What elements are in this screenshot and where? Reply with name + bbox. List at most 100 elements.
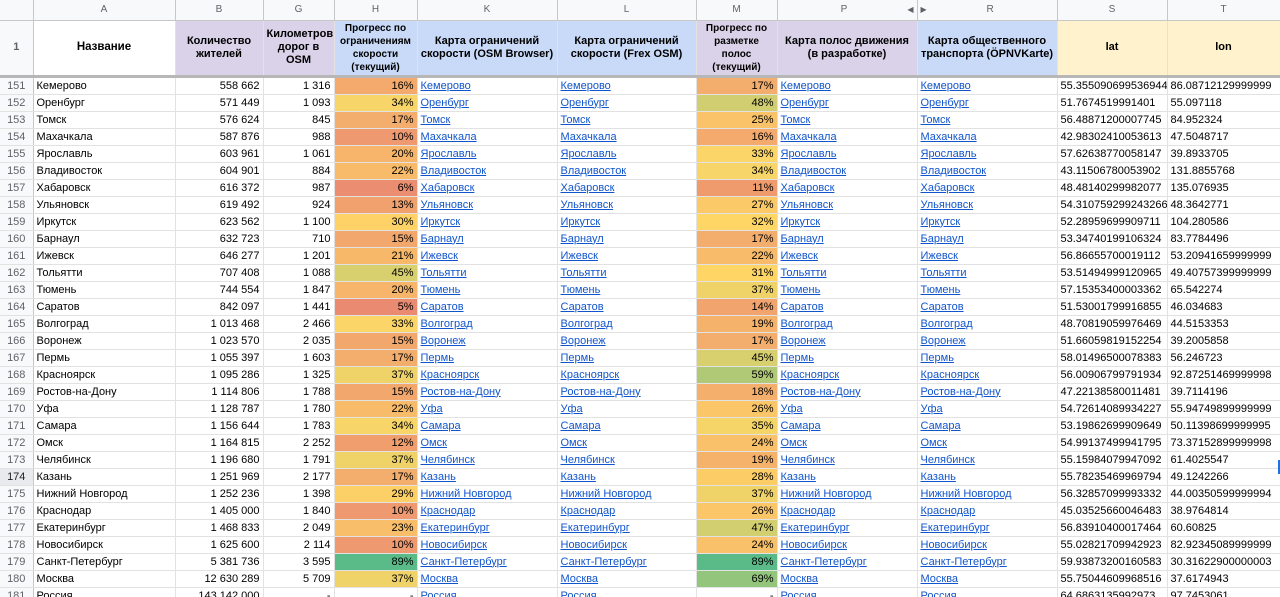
city-link[interactable]: Саратов — [420, 300, 464, 313]
speed-map-osm-browser-link[interactable]: Омск — [417, 434, 558, 452]
city-link[interactable]: Воронеж — [780, 334, 826, 347]
lane-map-link[interactable]: Краснодар — [777, 502, 918, 520]
population-cell[interactable]: 1 196 680 — [175, 451, 264, 469]
lat-cell[interactable]: 54.99137499941795 — [1057, 434, 1168, 452]
transport-map-link[interactable]: Тольятти — [917, 264, 1058, 282]
city-name-cell[interactable]: Хабаровск — [33, 179, 176, 197]
lane-progress-cell[interactable]: 31% — [696, 264, 778, 282]
city-link[interactable]: Москва — [780, 572, 819, 585]
row-number[interactable]: 180 — [0, 570, 34, 588]
lane-progress-cell[interactable]: 35% — [696, 417, 778, 435]
lon-cell[interactable]: 83.7784496 — [1167, 230, 1280, 248]
speed-map-osm-browser-link[interactable]: Уфа — [417, 400, 558, 418]
speed-map-osm-browser-link[interactable]: Новосибирск — [417, 536, 558, 554]
lon-cell[interactable]: 39.7114196 — [1167, 383, 1280, 401]
header-speed-map-frex[interactable]: Карта ограничений скорости (Frex OSM) — [557, 20, 697, 78]
population-cell[interactable]: 1 625 600 — [175, 536, 264, 554]
population-cell[interactable]: 1 023 570 — [175, 332, 264, 350]
lane-progress-cell[interactable]: 26% — [696, 400, 778, 418]
lane-progress-cell[interactable]: 26% — [696, 502, 778, 520]
transport-map-link[interactable]: Новосибирск — [917, 536, 1058, 554]
speed-map-osm-browser-link[interactable]: Кемерово — [417, 76, 558, 95]
lon-cell[interactable]: 56.246723 — [1167, 349, 1280, 367]
lat-cell[interactable]: 51.66059819152254 — [1057, 332, 1168, 350]
population-cell[interactable]: 1 095 286 — [175, 366, 264, 384]
city-link[interactable]: Пермь — [780, 351, 814, 364]
header-name[interactable]: Название — [33, 20, 176, 78]
speed-map-frex-link[interactable]: Уфа — [557, 400, 697, 418]
lane-progress-cell[interactable]: 33% — [696, 145, 778, 163]
lon-cell[interactable]: 47.5048717 — [1167, 128, 1280, 146]
city-name-cell[interactable]: Ярославль — [33, 145, 176, 163]
column-header-s[interactable]: S — [1057, 0, 1168, 21]
row-number[interactable]: 170 — [0, 400, 34, 418]
lane-map-link[interactable]: Красноярск — [777, 366, 918, 384]
speed-map-osm-browser-link[interactable]: Тольятти — [417, 264, 558, 282]
speed-progress-cell[interactable]: 17% — [334, 349, 418, 367]
lon-cell[interactable]: 135.076935 — [1167, 179, 1280, 197]
city-link[interactable]: Новосибирск — [780, 538, 847, 551]
row-number[interactable]: 167 — [0, 349, 34, 367]
speed-map-osm-browser-link[interactable]: Челябинск — [417, 451, 558, 469]
city-link[interactable]: Екатеринбург — [420, 521, 490, 534]
lat-cell[interactable]: 55.355090699536944 — [1057, 76, 1168, 95]
row-number[interactable]: 1 — [0, 20, 34, 78]
road-km-cell[interactable]: 1 441 — [263, 298, 335, 316]
city-link[interactable]: Челябинск — [920, 453, 975, 466]
city-link[interactable]: Кемерово — [560, 79, 611, 92]
row-number[interactable]: 158 — [0, 196, 34, 214]
speed-map-osm-browser-link[interactable]: Саратов — [417, 298, 558, 316]
transport-map-link[interactable]: Кемерово — [917, 76, 1058, 95]
city-name-cell[interactable]: Самара — [33, 417, 176, 435]
lon-cell[interactable]: 65.542274 — [1167, 281, 1280, 299]
speed-map-frex-link[interactable]: Челябинск — [557, 451, 697, 469]
column-header-r[interactable]: ▶ R — [917, 0, 1058, 21]
road-km-cell[interactable]: 1 061 — [263, 145, 335, 163]
lon-cell[interactable]: 44.5153353 — [1167, 315, 1280, 333]
speed-progress-cell[interactable]: 37% — [334, 366, 418, 384]
road-km-cell[interactable]: 2 252 — [263, 434, 335, 452]
city-link[interactable]: Оренбург — [780, 96, 829, 109]
road-km-cell[interactable]: 5 709 — [263, 570, 335, 588]
city-link[interactable]: Барнаул — [560, 232, 604, 245]
speed-map-osm-browser-link[interactable]: Краснодар — [417, 502, 558, 520]
road-km-cell[interactable]: 2 114 — [263, 536, 335, 554]
speed-progress-cell[interactable]: 17% — [334, 468, 418, 486]
speed-progress-cell[interactable]: 20% — [334, 145, 418, 163]
speed-map-frex-link[interactable]: Ростов-на-Дону — [557, 383, 697, 401]
row-number[interactable]: 161 — [0, 247, 34, 265]
lat-cell[interactable]: 43.11506780053902 — [1057, 162, 1168, 180]
header-lat[interactable]: lat — [1057, 20, 1168, 78]
city-link[interactable]: Нижний Новгород — [780, 487, 872, 500]
transport-map-link[interactable]: Томск — [917, 111, 1058, 129]
row-number[interactable]: 163 — [0, 281, 34, 299]
road-km-cell[interactable]: 1 398 — [263, 485, 335, 503]
transport-map-link[interactable]: Самара — [917, 417, 1058, 435]
lon-cell[interactable]: 53.20941659999999 — [1167, 247, 1280, 265]
speed-progress-cell[interactable]: 10% — [334, 536, 418, 554]
select-all-corner[interactable] — [0, 0, 34, 21]
city-name-cell[interactable]: Ульяновск — [33, 196, 176, 214]
speed-progress-cell[interactable]: 17% — [334, 111, 418, 129]
city-link[interactable]: Россия — [920, 589, 957, 597]
lane-map-link[interactable]: Челябинск — [777, 451, 918, 469]
road-km-cell[interactable]: 1 201 — [263, 247, 335, 265]
speed-progress-cell[interactable]: 13% — [334, 196, 418, 214]
lane-map-link[interactable]: Владивосток — [777, 162, 918, 180]
road-km-cell[interactable]: 3 595 — [263, 553, 335, 571]
population-cell[interactable]: 616 372 — [175, 179, 264, 197]
city-link[interactable]: Краснодар — [420, 504, 476, 517]
row-number[interactable]: 176 — [0, 502, 34, 520]
road-km-cell[interactable]: 1 088 — [263, 264, 335, 282]
lon-cell[interactable]: 50.11398699999995 — [1167, 417, 1280, 435]
population-cell[interactable]: 1 405 000 — [175, 502, 264, 520]
city-link[interactable]: Волгоград — [560, 317, 613, 330]
transport-map-link[interactable]: Санкт-Петербург — [917, 553, 1058, 571]
speed-map-frex-link[interactable]: Томск — [557, 111, 697, 129]
city-link[interactable]: Ульяновск — [920, 198, 974, 211]
city-link[interactable]: Челябинск — [560, 453, 615, 466]
city-link[interactable]: Уфа — [420, 402, 443, 415]
city-link[interactable]: Барнаул — [920, 232, 964, 245]
lon-cell[interactable]: 44.00350599999994 — [1167, 485, 1280, 503]
row-number[interactable]: 153 — [0, 111, 34, 129]
